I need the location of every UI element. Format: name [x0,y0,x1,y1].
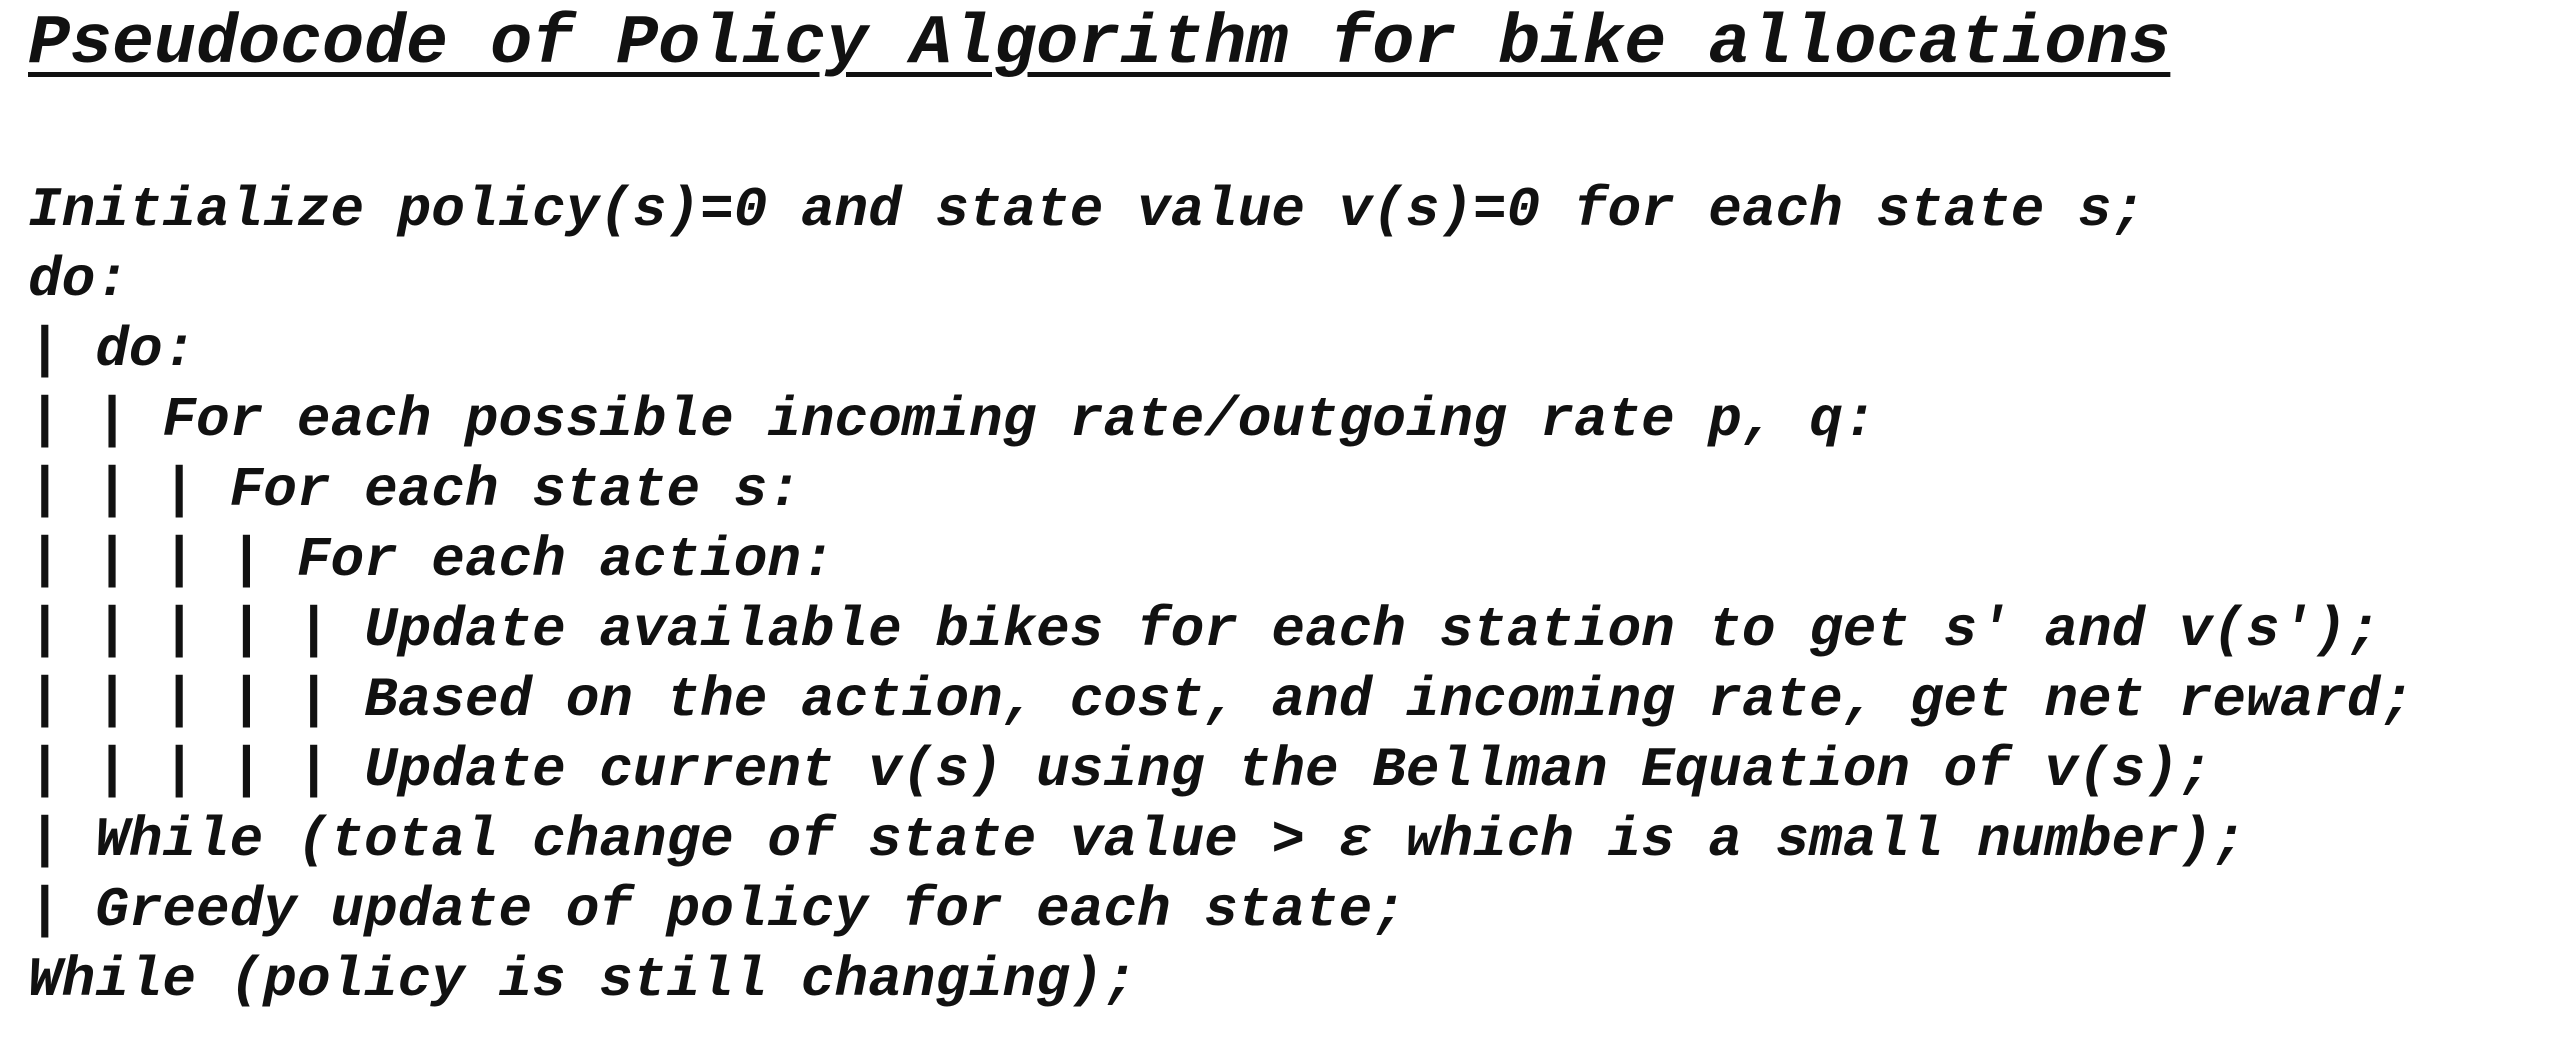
code-line-11: | Greedy update of policy for each state… [28,875,2538,945]
code-text: For each action: [296,528,835,592]
code-text: For each state s: [229,458,801,522]
indent-guides: | | | | | [28,738,365,802]
code-text: While (policy is still changing); [28,948,1137,1012]
indent-guides: | | | | [28,528,297,592]
indent-guides: | [28,318,96,382]
code-text: While (total change of state value > ε w… [95,808,2246,872]
indent-guides: | | | | | [28,668,365,732]
indent-guides: | [28,878,96,942]
code-line-2: do: [28,245,2538,315]
indent-guides: | | | | | [28,598,365,662]
code-line-8: | | | | | Based on the action, cost, and… [28,665,2538,735]
pseudocode-block: Initialize policy(s)=0 and state value v… [28,175,2538,1015]
code-line-4: | | For each possible incoming rate/outg… [28,385,2538,455]
code-text: For each possible incoming rate/outgoing… [162,388,1877,452]
indent-guides: | [28,808,96,872]
code-line-7: | | | | | Update available bikes for eac… [28,595,2538,665]
code-line-10: | While (total change of state value > ε… [28,805,2538,875]
code-text: Update current v(s) using the Bellman Eq… [364,738,2213,802]
code-line-5: | | | For each state s: [28,455,2538,525]
pseudocode-document: Pseudocode of Policy Algorithm for bike … [28,0,2538,1015]
code-text: Initialize policy(s)=0 and state value v… [28,178,2146,242]
code-text: Greedy update of policy for each state; [95,878,1406,942]
code-line-9: | | | | | Update current v(s) using the … [28,735,2538,805]
indent-guides: | | | [28,458,230,522]
indent-guides: | | [28,388,163,452]
code-line-3: | do: [28,315,2538,385]
code-line-1: Initialize policy(s)=0 and state value v… [28,175,2538,245]
code-text: Based on the action, cost, and incoming … [364,668,2414,732]
code-line-6: | | | | For each action: [28,525,2538,595]
code-text: do: [28,248,129,312]
page-title: Pseudocode of Policy Algorithm for bike … [28,5,2171,84]
code-line-12: While (policy is still changing); [28,945,2538,1015]
code-text: do: [95,318,197,382]
code-text: Update available bikes for each station … [364,598,2381,662]
